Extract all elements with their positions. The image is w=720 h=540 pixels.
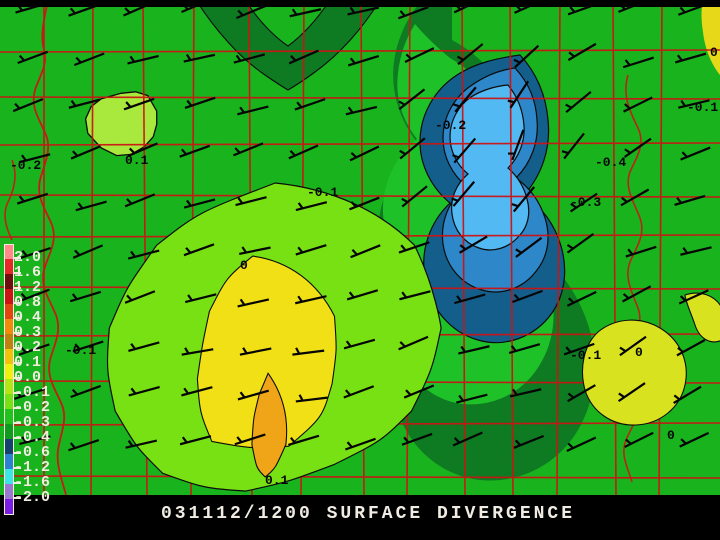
svg-text:-0.2: -0.2 (435, 118, 466, 133)
svg-text:0: 0 (240, 258, 248, 273)
svg-text:0: 0 (635, 345, 643, 360)
svg-text:0: 0 (710, 45, 718, 60)
svg-text:-0.4: -0.4 (595, 155, 626, 170)
svg-text:0: 0 (667, 428, 675, 443)
svg-text:0.1: 0.1 (265, 473, 289, 488)
svg-text:-0.1: -0.1 (307, 185, 338, 200)
